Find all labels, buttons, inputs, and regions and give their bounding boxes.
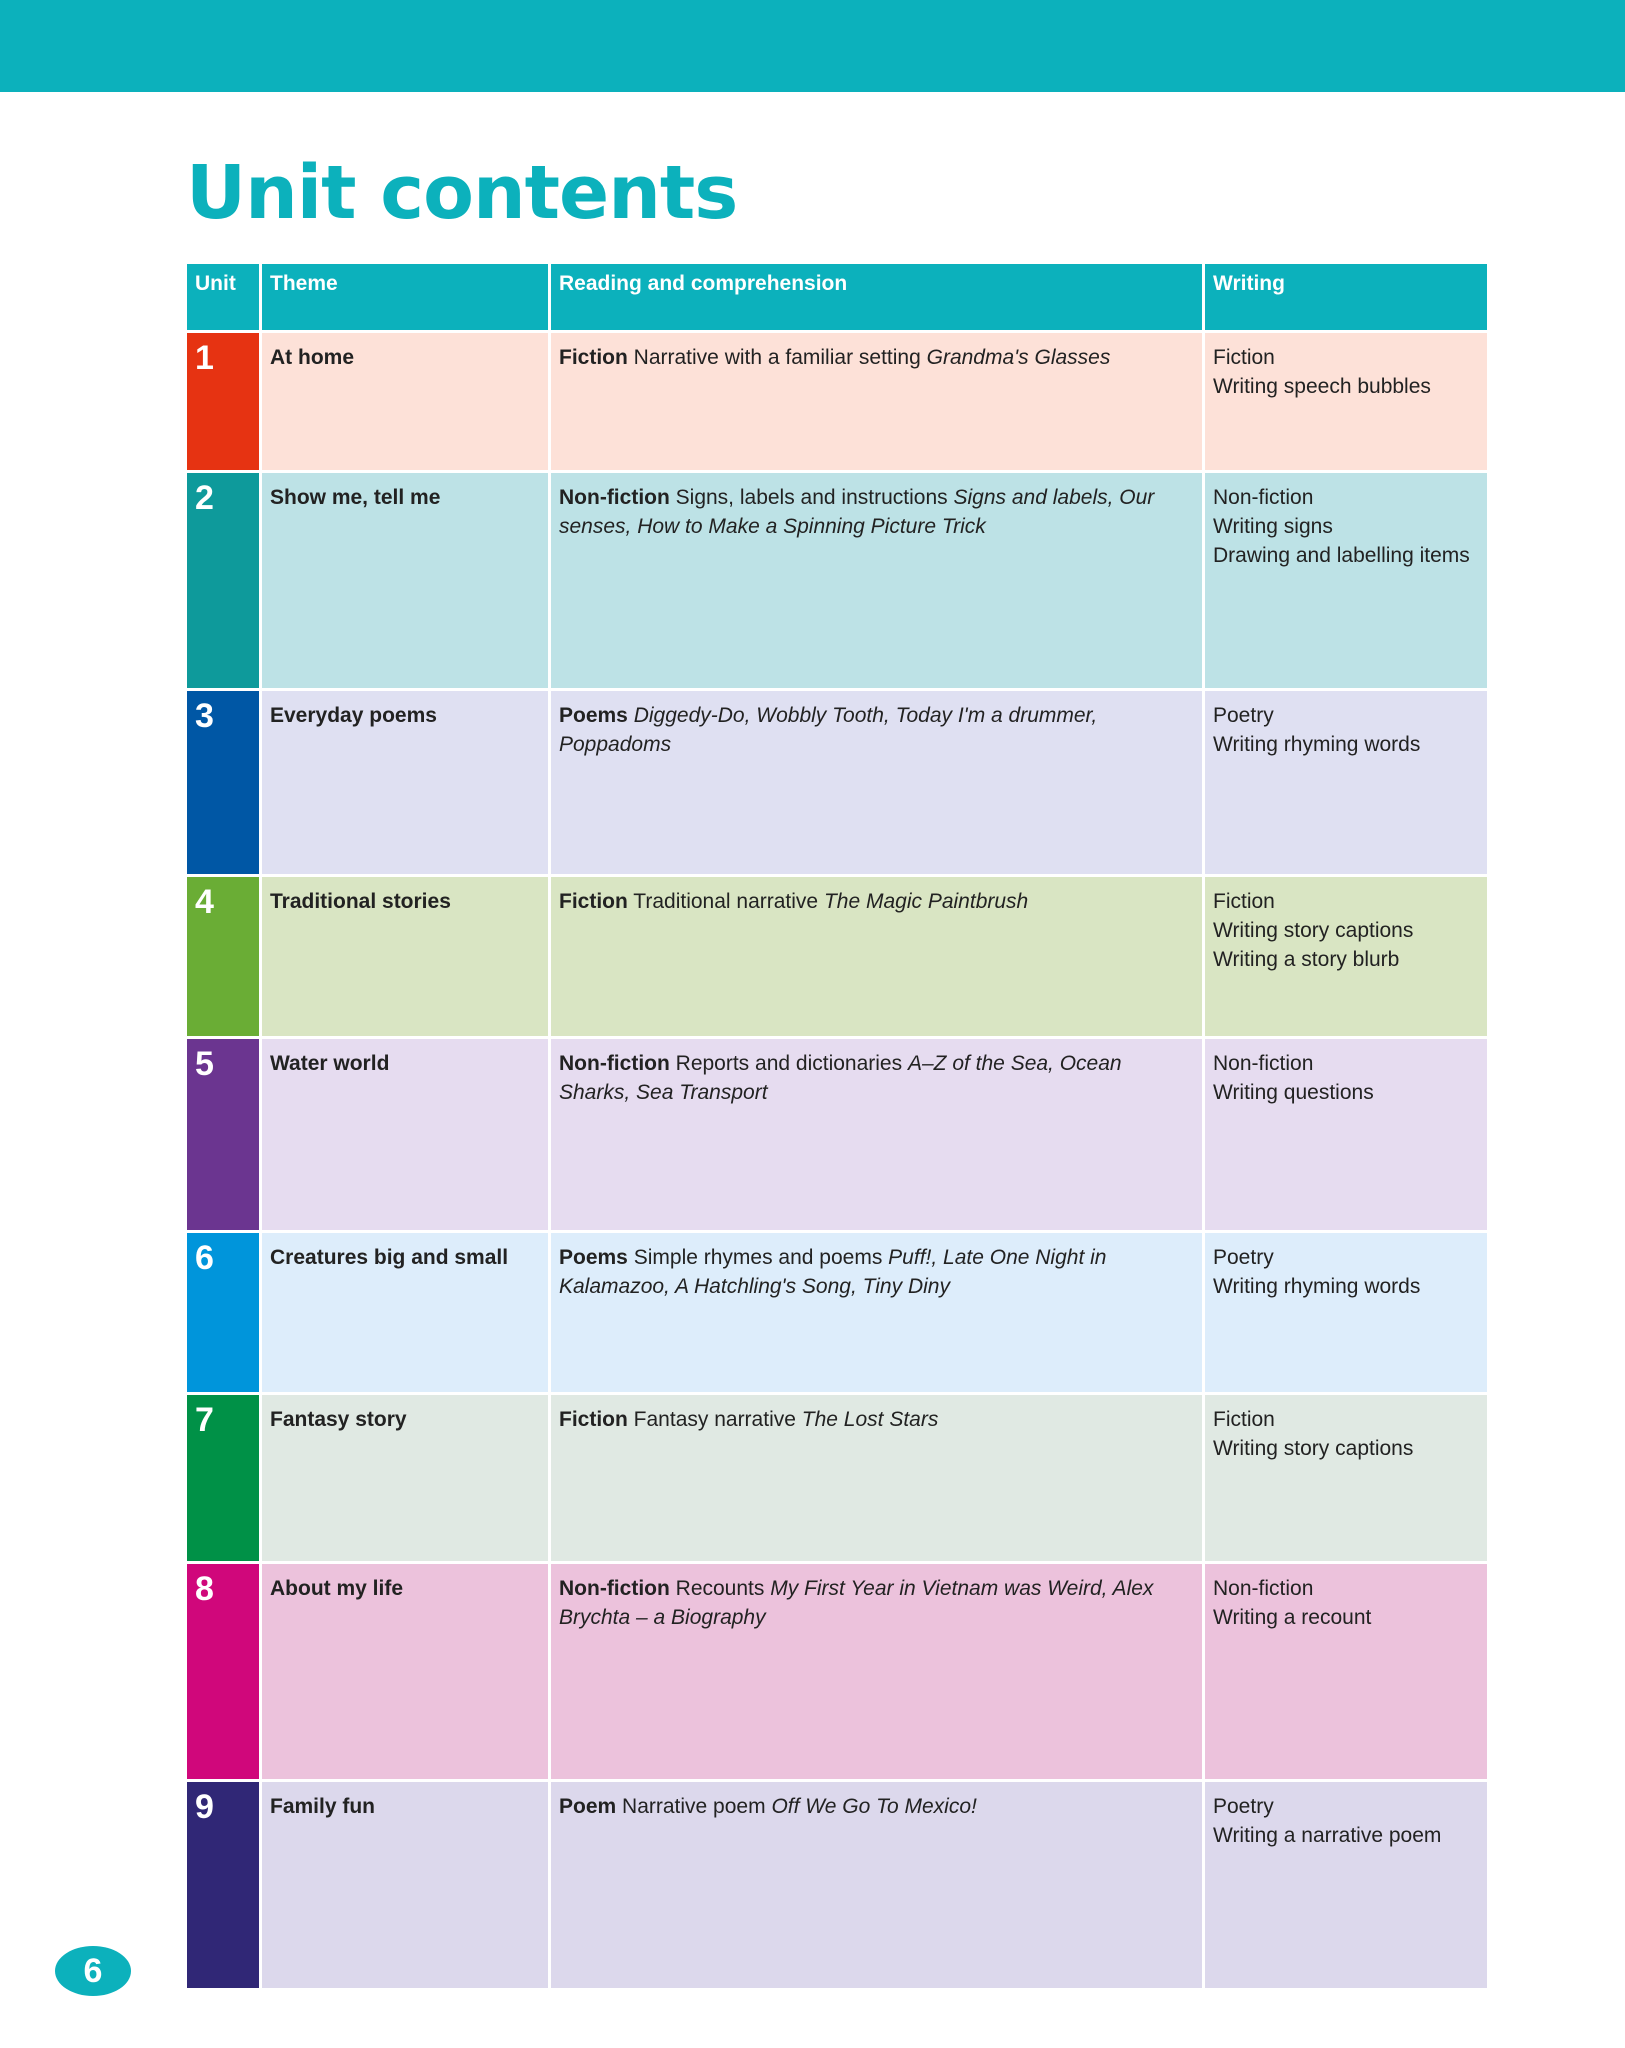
reading-cell: Non-fiction Reports and dictionaries A–Z… (551, 1039, 1202, 1230)
writing-item: Writing a recount (1213, 1606, 1372, 1629)
theme-cell: Everyday poems (262, 691, 548, 874)
writing-item: Writing questions (1213, 1081, 1374, 1104)
unit-number: 1 (187, 333, 259, 470)
reading-genre: Fiction (559, 1408, 628, 1431)
unit-number: 4 (187, 877, 259, 1036)
page-title: Unit contents (186, 150, 738, 236)
reading-cell: Fiction Narrative with a familiar settin… (551, 333, 1202, 470)
writing-item: Fiction (1213, 890, 1275, 913)
reading-cell: Fiction Traditional narrative The Magic … (551, 877, 1202, 1036)
writing-item: Fiction (1213, 346, 1275, 369)
page-number: 6 (55, 1946, 131, 1996)
reading-titles: The Lost Stars (801, 1408, 939, 1431)
reading-genre: Poems (559, 704, 628, 727)
reading-titles: Grandma's Glasses (926, 346, 1111, 369)
writing-item: Writing rhyming words (1213, 1275, 1421, 1298)
unit-number: 5 (187, 1039, 259, 1230)
reading-description: Simple rhymes and poems (633, 1246, 883, 1269)
writing-item: Writing story captions (1213, 919, 1414, 942)
writing-item: Fiction (1213, 1408, 1275, 1431)
writing-item: Poetry (1213, 704, 1274, 727)
writing-item: Writing a story blurb (1213, 948, 1400, 971)
writing-item: Writing signs (1213, 515, 1333, 538)
reading-cell: Non-fiction Signs, labels and instructio… (551, 473, 1202, 688)
unit-number: 2 (187, 473, 259, 688)
theme-cell: Family fun (262, 1782, 548, 1988)
reading-description: Narrative with a familiar setting (633, 346, 921, 369)
unit-number: 6 (187, 1233, 259, 1392)
unit-number: 7 (187, 1395, 259, 1561)
reading-cell: Poem Narrative poem Off We Go To Mexico! (551, 1782, 1202, 1988)
writing-item: Writing story captions (1213, 1437, 1414, 1460)
theme-cell: Show me, tell me (262, 473, 548, 688)
reading-cell: Fiction Fantasy narrative The Lost Stars (551, 1395, 1202, 1561)
writing-cell: Poetry Writing rhyming words (1205, 691, 1487, 874)
reading-cell: Poems Simple rhymes and poems Puff!, Lat… (551, 1233, 1202, 1392)
reading-titles: Off We Go To Mexico! (771, 1795, 977, 1818)
reading-genre: Poem (559, 1795, 617, 1818)
unit-number: 3 (187, 691, 259, 874)
reading-description: Fantasy narrative (633, 1408, 796, 1431)
reading-genre: Fiction (559, 890, 628, 913)
writing-item: Poetry (1213, 1795, 1274, 1818)
unit-contents-table: Unit Theme Reading and comprehension Wri… (187, 264, 1487, 1988)
theme-cell: Traditional stories (262, 877, 548, 1036)
reading-description: Narrative poem (622, 1795, 766, 1818)
header-reading: Reading and comprehension (551, 264, 1202, 330)
reading-titles: Puff!, Late One Night in Kalamazoo, A Ha… (559, 1246, 1107, 1298)
writing-item: Writing a narrative poem (1213, 1824, 1442, 1847)
writing-cell: Poetry Writing a narrative poem (1205, 1782, 1487, 1988)
reading-genre: Non-fiction (559, 486, 670, 509)
reading-genre: Non-fiction (559, 1577, 670, 1600)
writing-item: Non-fiction (1213, 1052, 1314, 1075)
reading-description: Traditional narrative (633, 890, 819, 913)
writing-cell: Fiction Writing story captions (1205, 1395, 1487, 1561)
writing-cell: Non-fiction Writing questions (1205, 1039, 1487, 1230)
reading-description: Recounts (675, 1577, 765, 1600)
reading-genre: Fiction (559, 346, 628, 369)
reading-genre: Non-fiction (559, 1052, 670, 1075)
writing-item: Poetry (1213, 1246, 1274, 1269)
reading-description: Signs, labels and instructions (675, 486, 948, 509)
theme-cell: About my life (262, 1564, 548, 1779)
header-theme: Theme (262, 264, 548, 330)
writing-cell: Non-fiction Writing a recount (1205, 1564, 1487, 1779)
writing-item: Writing rhyming words (1213, 733, 1421, 756)
reading-titles: Diggedy-Do, Wobbly Tooth, Today I'm a dr… (559, 704, 1098, 756)
theme-cell: At home (262, 333, 548, 470)
writing-item: Non-fiction (1213, 486, 1314, 509)
theme-cell: Fantasy story (262, 1395, 548, 1561)
header-unit: Unit (187, 264, 259, 330)
header-writing: Writing (1205, 264, 1487, 330)
reading-titles: My First Year in Vietnam was Weird, Alex… (559, 1577, 1154, 1629)
writing-item: Writing speech bubbles (1213, 375, 1431, 398)
unit-number: 9 (187, 1782, 259, 1988)
writing-item: Drawing and labelling items (1213, 544, 1470, 567)
reading-cell: Non-fiction Recounts My First Year in Vi… (551, 1564, 1202, 1779)
reading-cell: Poems Diggedy-Do, Wobbly Tooth, Today I'… (551, 691, 1202, 874)
theme-cell: Water world (262, 1039, 548, 1230)
reading-genre: Poems (559, 1246, 628, 1269)
reading-description: Reports and dictionaries (675, 1052, 903, 1075)
writing-item: Non-fiction (1213, 1577, 1314, 1600)
top-banner (0, 0, 1625, 92)
writing-cell: Fiction Writing speech bubbles (1205, 333, 1487, 470)
unit-number: 8 (187, 1564, 259, 1779)
writing-cell: Non-fiction Writing signs Drawing and labe… (1205, 473, 1487, 688)
reading-titles: The Magic Paintbrush (823, 890, 1029, 913)
writing-cell: Fiction Writing story captions Writing a s… (1205, 877, 1487, 1036)
writing-cell: Poetry Writing rhyming words (1205, 1233, 1487, 1392)
theme-cell: Creatures big and small (262, 1233, 548, 1392)
reading-titles: Signs and labels, Our senses, How to Mak… (559, 486, 1155, 538)
reading-titles: A–Z of the Sea, Ocean Sharks, Sea Transp… (559, 1052, 1122, 1104)
